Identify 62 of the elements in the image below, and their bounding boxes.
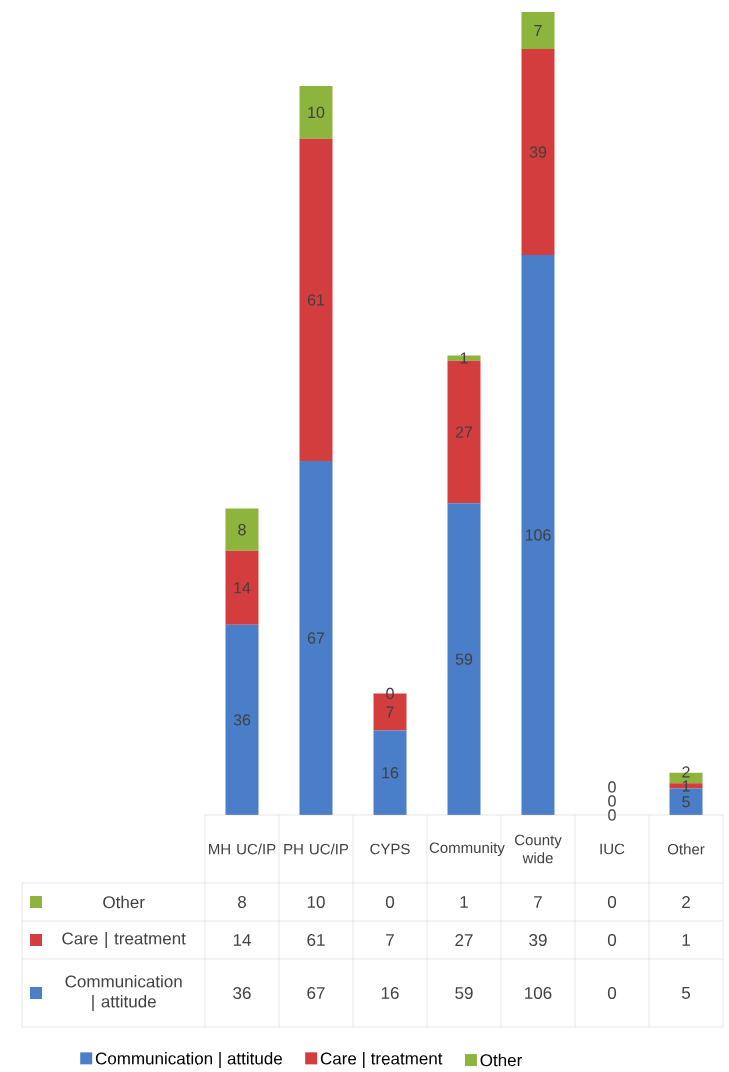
x-tick-label: Community bbox=[429, 842, 505, 856]
data-label: 67 bbox=[307, 986, 325, 1000]
text: 16 bbox=[382, 767, 399, 779]
bar bbox=[521, 48, 555, 256]
data-label: 7 bbox=[386, 934, 394, 946]
bar bbox=[299, 138, 333, 462]
data-label: 10 bbox=[307, 895, 325, 909]
data-label: 39 bbox=[529, 933, 547, 947]
bar bbox=[225, 624, 259, 815]
data-label: 59 bbox=[455, 986, 473, 1000]
text: 39 bbox=[529, 146, 547, 158]
data-label: 1 bbox=[460, 896, 468, 908]
legend-label: Other bbox=[480, 1053, 522, 1067]
text: 59 bbox=[455, 653, 473, 665]
data-label: 36 bbox=[233, 986, 251, 1000]
data-label: 8 bbox=[238, 895, 246, 909]
bar bbox=[521, 11, 555, 49]
bar bbox=[373, 730, 407, 815]
x-tick-label: County wide bbox=[515, 834, 562, 864]
text: Other bbox=[103, 895, 145, 909]
data-label: 27 bbox=[455, 934, 473, 946]
data-label: 1 bbox=[682, 934, 690, 946]
text: Care | treatment bbox=[320, 1052, 443, 1068]
data-label: 2 bbox=[682, 896, 690, 908]
data-label: 5 bbox=[681, 987, 691, 999]
bar bbox=[447, 503, 481, 815]
text: 7 bbox=[534, 24, 542, 36]
text: 7 bbox=[386, 706, 394, 718]
text: 27 bbox=[455, 426, 473, 438]
text: 14 bbox=[234, 582, 251, 594]
bar bbox=[299, 461, 333, 815]
data-label: 14 bbox=[233, 934, 251, 946]
data-label: 0 bbox=[607, 986, 617, 1000]
bar bbox=[225, 508, 259, 551]
text: 36 bbox=[233, 714, 251, 726]
text: 0 bbox=[608, 809, 616, 821]
text: 8 bbox=[238, 524, 246, 536]
data-label: 0 bbox=[607, 933, 617, 947]
text: 10 bbox=[308, 106, 325, 119]
data-label: 106 bbox=[525, 986, 552, 1000]
x-tick-label: PH UC/IP bbox=[284, 843, 349, 855]
x-tick-label: MH UC/IP bbox=[209, 843, 276, 855]
data-label: 16 bbox=[381, 986, 399, 1000]
x-tick-label: Other bbox=[667, 843, 705, 855]
x-tick-label: CYPS bbox=[370, 843, 410, 855]
data-label: 0 bbox=[385, 895, 395, 909]
text: 67 bbox=[307, 632, 325, 644]
text: 106 bbox=[525, 529, 551, 541]
text: 0 bbox=[608, 795, 616, 807]
data-label: 0 bbox=[607, 895, 617, 909]
text: 61 bbox=[307, 294, 325, 306]
text: Communication | attitude bbox=[95, 1052, 282, 1068]
data-label: 61 bbox=[307, 933, 325, 947]
legend-label: Care | treatment bbox=[62, 932, 186, 948]
text: 5 bbox=[682, 796, 690, 808]
data-label: 7 bbox=[534, 896, 542, 908]
bar bbox=[299, 85, 333, 139]
text: 0 bbox=[608, 781, 616, 793]
x-tick-label: IUC bbox=[600, 843, 625, 855]
bar bbox=[521, 255, 555, 815]
legend-label: Communication | attitude bbox=[65, 975, 182, 1011]
bar bbox=[225, 550, 259, 625]
